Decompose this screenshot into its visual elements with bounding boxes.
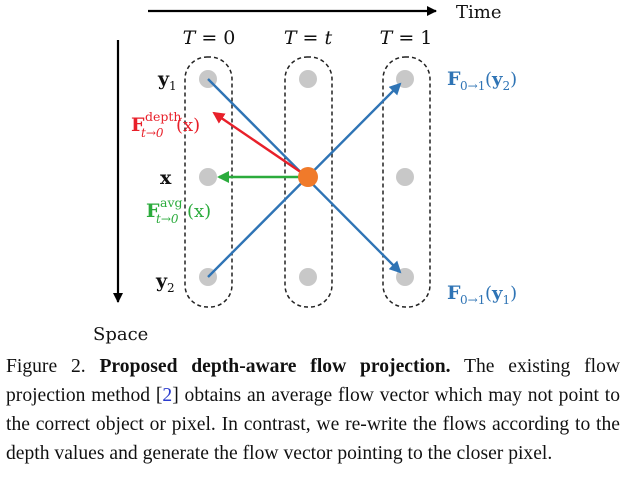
row-label-y2: y2	[155, 270, 175, 295]
column-header-t0: T = 0	[183, 27, 236, 49]
svg-text:(y2): (y2)	[485, 69, 517, 93]
svg-text:F: F	[131, 114, 145, 136]
svg-text:0→1: 0→1	[460, 79, 485, 93]
row-label-y1: y1	[157, 68, 177, 93]
pixel-tt-bottom	[299, 268, 317, 286]
svg-text:avg: avg	[160, 195, 183, 210]
svg-text:0→1: 0→1	[460, 293, 485, 307]
flow-y1-label: F 0→1 (y1)	[447, 282, 517, 307]
pixel-tt-center	[298, 167, 318, 187]
frame-column-t1	[382, 56, 431, 308]
space-axis-label: Space	[93, 324, 148, 345]
flow-y2-label: F 0→1 (y2)	[447, 68, 517, 93]
caption-text-before-cite: The existing flow projection method [	[6, 356, 621, 406]
depth-flow-arrow	[212, 111, 306, 176]
frame-column-t0	[184, 56, 233, 308]
svg-text:t→0: t→0	[141, 126, 164, 140]
depth-flow-label: F depth t→0 (x)	[131, 109, 200, 140]
svg-text:F: F	[447, 68, 461, 90]
caption-text-after-cite: ] obtains an average flow vector which m…	[6, 385, 620, 464]
caption-label: Figure 2.	[6, 356, 86, 377]
figure-diagram: Time Space T = 0 T = t T = 1 y1 x y2 F d…	[93, 2, 517, 345]
svg-text:(y1): (y1)	[485, 283, 517, 307]
frame-column-tt	[284, 56, 333, 308]
column-header-tt: T = t	[284, 27, 333, 49]
svg-text:(x): (x)	[176, 115, 200, 136]
pixel-t1-mid	[396, 168, 414, 186]
svg-text:F: F	[447, 282, 461, 304]
svg-text:t→0: t→0	[156, 212, 179, 226]
pixel-t0-x	[199, 168, 217, 186]
svg-text:depth: depth	[145, 109, 181, 124]
time-axis-label: Time	[456, 2, 501, 23]
row-label-x: x	[160, 167, 172, 189]
figure-caption: Figure 2. Proposed depth-aware flow proj…	[6, 352, 620, 468]
pixel-tt-top	[299, 70, 317, 88]
svg-text:F: F	[146, 200, 160, 222]
caption-title: Proposed depth-aware flow projection.	[99, 356, 451, 377]
caption-citation-link[interactable]: 2	[162, 385, 173, 406]
column-header-t1: T = 1	[380, 27, 433, 49]
svg-text:(x): (x)	[187, 201, 211, 222]
avg-flow-label: F avg t→0 (x)	[146, 195, 211, 226]
